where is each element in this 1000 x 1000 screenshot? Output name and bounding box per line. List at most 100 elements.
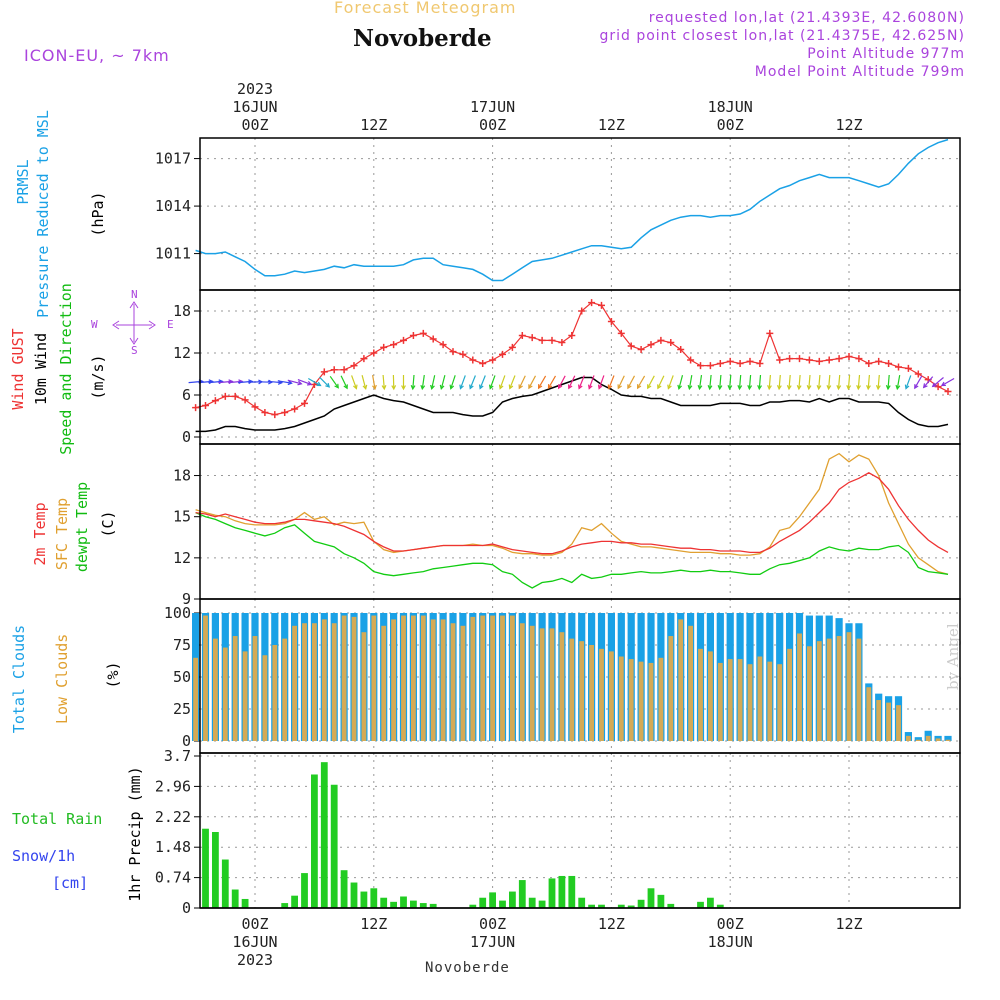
low-cloud-bar [193, 657, 198, 741]
low-cloud-bar [341, 615, 347, 741]
rain-bar [657, 894, 665, 908]
low-cloud-bar [371, 615, 377, 741]
rain-bar [320, 762, 328, 908]
gust-marker [855, 355, 863, 363]
wind-direction-arrow [636, 375, 646, 390]
rain-bar [489, 892, 496, 908]
gust-marker [350, 362, 358, 370]
wind-direction-arrow [578, 375, 585, 390]
low-cloud-bar [668, 636, 674, 741]
gust-marker [568, 332, 576, 339]
low-cloud-bar [430, 619, 436, 741]
gust-marker [508, 343, 516, 351]
gust-marker [499, 350, 506, 358]
wind-direction-arrow [866, 374, 871, 391]
wind-direction-arrow [737, 374, 743, 391]
low-cloud-bar [747, 664, 753, 741]
gust-marker [657, 336, 665, 344]
low-cloud-bar [767, 661, 773, 741]
low-cloud-bar [915, 739, 921, 741]
wind-direction-arrow [914, 375, 923, 390]
low-cloud-bar [500, 615, 505, 741]
low-cloud-bar [282, 638, 288, 741]
low-cloud-bar [945, 739, 951, 741]
y-tick-label: 12 [173, 344, 191, 362]
gust-marker [865, 360, 873, 367]
low-cloud-bar [737, 659, 743, 741]
low-cloud-bar [826, 638, 832, 741]
gust-marker [588, 299, 596, 307]
y-tick-label: 18 [173, 302, 191, 320]
low-cloud-bar [678, 619, 684, 741]
wind-direction-arrow [351, 375, 358, 390]
low-cloud-bar [242, 651, 248, 741]
wind-direction-arrow [439, 375, 446, 391]
low-cloud-bar [559, 632, 565, 741]
low-cloud-bar [381, 625, 387, 741]
rain-bar [499, 900, 506, 908]
wind-direction-arrow [430, 375, 436, 391]
gust-marker [538, 336, 546, 344]
wind-direction-arrow [687, 374, 693, 391]
gust-marker [301, 399, 308, 407]
gust-marker [360, 355, 368, 363]
wind-direction-arrow [287, 379, 303, 386]
gust-marker [558, 339, 566, 346]
wind-direction-arrow [617, 375, 625, 390]
gust-marker [449, 348, 457, 356]
gust-marker [281, 409, 289, 416]
wind-direction-arrow [489, 375, 496, 390]
y-tick-label: 12 [173, 549, 191, 567]
low-cloud-bar [470, 616, 476, 741]
time-label-top: 16JUN [232, 98, 277, 116]
low-cloud-bar [807, 646, 812, 741]
low-cloud-bar [797, 633, 802, 741]
y-tick-label: 3.7 [164, 747, 191, 765]
low-cloud-bar [302, 623, 307, 741]
low-cloud-bar [906, 735, 911, 741]
model-altitude: Model Point Altitude 799m [754, 64, 965, 80]
wind-direction-arrow [597, 375, 605, 390]
rain-bar [212, 832, 219, 908]
rain-bar [221, 859, 229, 908]
low-cloud-bar [589, 645, 594, 741]
pressure-line [195, 138, 949, 282]
gust-marker [291, 405, 299, 413]
time-label-top: 17JUN [470, 98, 515, 116]
wind-direction-arrow [537, 375, 547, 390]
low-cloud-bar [262, 655, 268, 741]
compass-e: E [167, 318, 174, 331]
wind-direction-arrow [647, 375, 655, 390]
y-tick-label: 0.74 [155, 869, 191, 887]
low-cloud-bar [391, 619, 396, 741]
gridpoint-coords: grid point closest lon,lat (21.4375E, 42… [599, 28, 965, 44]
gust-marker [647, 341, 655, 349]
model-label: ICON-EU, ~ 7km [24, 46, 170, 65]
gust-marker [439, 341, 447, 349]
wind-direction-arrow [931, 377, 944, 388]
gust-marker [914, 370, 922, 378]
rain-bar [627, 905, 635, 908]
gust-marker [677, 346, 685, 353]
wind-direction-arrow [657, 375, 665, 390]
y-tick-label: 50 [173, 668, 191, 686]
wind-direction-arrow [717, 374, 723, 391]
rain-bar [578, 897, 586, 908]
gust-marker [419, 329, 427, 337]
gust-marker [726, 357, 734, 365]
compass-w: W [91, 318, 98, 331]
time-label-top: 2023 [237, 80, 273, 98]
time-label-top: 00Z [241, 116, 268, 134]
low-cloud-bar [777, 664, 783, 741]
wind-direction-arrow [508, 375, 516, 390]
gust-marker [687, 356, 695, 364]
rain-bar [479, 897, 487, 908]
low-cloud-bar [539, 628, 545, 741]
wind-direction-arrow [420, 375, 426, 391]
rain-bar [390, 901, 397, 908]
wind-direction-arrow [479, 375, 486, 390]
rain-bar [231, 889, 239, 908]
total-rain-label: Total Rain [12, 810, 103, 828]
gust-marker [469, 356, 477, 364]
time-label-bottom: 00Z [717, 915, 744, 933]
